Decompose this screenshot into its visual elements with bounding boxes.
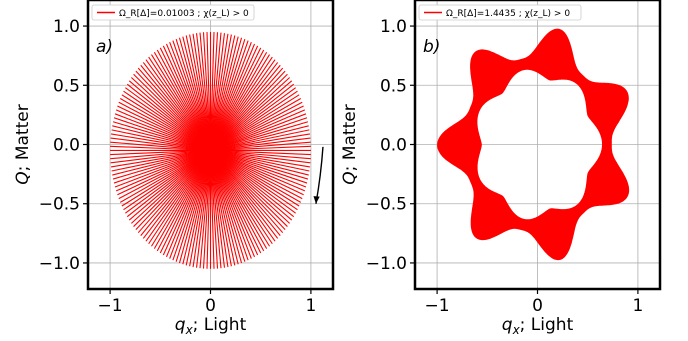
x-tick-label: 0 xyxy=(532,296,543,316)
data-series xyxy=(110,31,311,269)
series-band xyxy=(437,28,630,261)
panel-a: −1 0 1 −1.0 −0.5 0.0 0.5 1.0 qx; Light Q; Matter a… xyxy=(13,0,335,337)
y-axis-label: Q; Matter xyxy=(340,104,360,184)
y-tick-label: 1.0 xyxy=(380,17,407,37)
x-axis-label: qx; Light xyxy=(502,315,574,337)
y-tick-label: 1.0 xyxy=(53,17,80,37)
legend-box xyxy=(91,4,255,21)
panel-label: b) xyxy=(423,37,440,57)
y-tick-label: −0.5 xyxy=(366,195,407,215)
legend-label: Ω_R[Δ]=0.01003 ; χ(z_L) > 0 xyxy=(119,9,249,19)
rotation-arrow xyxy=(315,146,324,204)
arrow-head xyxy=(313,196,320,204)
series-line xyxy=(110,145,311,156)
legend-box xyxy=(418,4,582,21)
legend: Ω_R[Δ]=1.4435 ; χ(z_L) > 0 xyxy=(418,4,582,21)
legend-label: Ω_R[Δ]=1.4435 ; χ(z_L) > 0 xyxy=(446,9,570,19)
y-tick-label: −1.0 xyxy=(39,254,80,274)
y-tick-label: 0.0 xyxy=(380,136,407,156)
y-tick-label: −0.5 xyxy=(39,195,80,215)
x-tick-label: −1 xyxy=(98,296,123,316)
x-tick-label: 1 xyxy=(632,296,643,316)
x-tick-label: −1 xyxy=(425,296,450,316)
x-axis-label: qx; Light xyxy=(175,315,247,337)
x-tick-label: 0 xyxy=(205,296,216,316)
y-axis-label: Q; Matter xyxy=(13,104,33,184)
x-tick-label: 1 xyxy=(305,296,316,316)
y-tick-label: 0.5 xyxy=(53,76,80,96)
y-tick-label: 0.5 xyxy=(380,76,407,96)
legend: Ω_R[Δ]=0.01003 ; χ(z_L) > 0 xyxy=(91,4,255,21)
y-tick-label: −1.0 xyxy=(366,254,407,274)
panel-b: −1 0 1 −1.0 −0.5 0.0 0.5 1.0 qx; Light Q; Matter b… xyxy=(340,0,662,337)
y-tick-label: 0.0 xyxy=(53,136,80,156)
data-series xyxy=(437,28,630,261)
panel-label: a) xyxy=(96,37,113,57)
